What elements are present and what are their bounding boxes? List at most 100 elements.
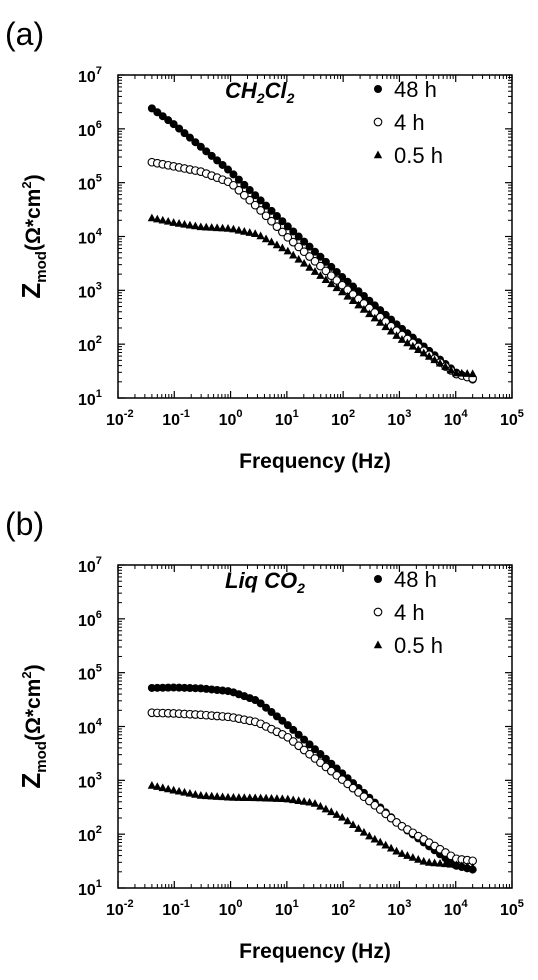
data-point bbox=[169, 120, 178, 129]
data-point bbox=[256, 206, 265, 215]
data-point bbox=[153, 214, 162, 223]
data-point bbox=[147, 213, 157, 222]
data-point bbox=[343, 291, 352, 300]
data-point bbox=[256, 793, 265, 802]
data-point bbox=[262, 201, 271, 210]
x-tick-base: 10 bbox=[500, 412, 518, 429]
data-point bbox=[163, 216, 173, 225]
x-tick-base: 10 bbox=[162, 902, 180, 919]
data-point bbox=[376, 318, 385, 326]
data-point bbox=[463, 862, 472, 870]
x-tick-base: 10 bbox=[444, 412, 462, 429]
x-tick-label: 101 bbox=[275, 408, 299, 429]
x-tick-label: 10-2 bbox=[106, 408, 134, 429]
data-point bbox=[202, 147, 211, 156]
data-point bbox=[452, 368, 461, 377]
data-point bbox=[212, 792, 222, 800]
y-tick-exponent: 2 bbox=[96, 824, 102, 836]
y-tick-label: 105 bbox=[78, 173, 102, 194]
data-point bbox=[397, 335, 407, 343]
x-tick-label: 105 bbox=[500, 898, 524, 919]
chart-svg-b: (b)10-2 10-1 100 101 102 103 104 10510110210310… bbox=[5, 506, 524, 963]
x-tick-base: 10 bbox=[500, 902, 518, 919]
x-tick-label: 10-1 bbox=[162, 898, 190, 919]
data-point bbox=[305, 252, 314, 261]
data-point bbox=[218, 160, 227, 169]
x-tick-exponent: 3 bbox=[405, 898, 411, 910]
data-point bbox=[207, 223, 216, 231]
data-point bbox=[446, 859, 456, 868]
data-point bbox=[305, 263, 314, 271]
x-tick-exponent: 0 bbox=[236, 898, 242, 910]
y-axis-title: Zmod(Ω*cm2) bbox=[16, 174, 50, 298]
x-tick-base: 10 bbox=[444, 902, 462, 919]
x-tick-base: 10 bbox=[387, 412, 405, 429]
plot-frame bbox=[117, 564, 513, 889]
data-point bbox=[414, 345, 423, 353]
data-point bbox=[321, 275, 331, 284]
data-point bbox=[310, 799, 320, 807]
data-point bbox=[147, 781, 157, 789]
legend-label: 4 h bbox=[394, 600, 425, 625]
data-point bbox=[174, 219, 184, 227]
y-tick-base: 10 bbox=[78, 284, 96, 301]
legend-marker bbox=[374, 575, 382, 583]
data-point bbox=[435, 858, 445, 867]
panel-label: (a) bbox=[5, 16, 44, 52]
x-tick-exponent: 2 bbox=[349, 898, 355, 910]
data-point bbox=[272, 712, 281, 721]
y-tick-exponent: 6 bbox=[96, 609, 102, 621]
x-tick-base: 10 bbox=[331, 902, 349, 919]
data-point bbox=[310, 267, 320, 275]
data-point bbox=[207, 151, 216, 160]
y-tick-exponent: 5 bbox=[96, 663, 102, 675]
data-point bbox=[408, 853, 418, 861]
data-point bbox=[283, 721, 292, 730]
x-tick-base: 10 bbox=[275, 902, 293, 919]
data-point bbox=[278, 794, 287, 803]
data-point bbox=[175, 124, 184, 133]
y-tick-label: 101 bbox=[78, 388, 102, 409]
data-point bbox=[256, 196, 265, 205]
legend-marker bbox=[373, 607, 383, 617]
data-point bbox=[294, 242, 304, 252]
y-axis-title-sub: mod bbox=[33, 741, 50, 773]
x-tick-exponent: 3 bbox=[405, 408, 411, 420]
data-point bbox=[386, 843, 396, 852]
y-axis-title-unit: (Ω*cm bbox=[22, 189, 45, 251]
data-point bbox=[457, 861, 466, 869]
legend-marker bbox=[373, 150, 383, 159]
data-point bbox=[327, 279, 336, 288]
x-axis-title: Frequency (Hz) bbox=[239, 940, 391, 963]
y-tick-label: 102 bbox=[78, 824, 102, 845]
data-point bbox=[299, 258, 309, 267]
x-tick-label: 100 bbox=[219, 898, 243, 919]
data-point bbox=[196, 222, 206, 231]
data-point bbox=[212, 223, 222, 232]
data-point bbox=[256, 231, 265, 240]
data-point bbox=[283, 246, 293, 255]
data-point bbox=[191, 790, 200, 798]
y-tick-exponent: 3 bbox=[96, 770, 102, 782]
x-tick-base: 10 bbox=[219, 902, 237, 919]
data-point bbox=[267, 793, 276, 802]
data-point bbox=[332, 283, 341, 292]
x-tick-base: 10 bbox=[106, 902, 124, 919]
y-tick-label: 101 bbox=[78, 878, 102, 899]
y-tick-label: 103 bbox=[78, 280, 102, 301]
y-tick-exponent: 7 bbox=[96, 65, 102, 77]
data-point bbox=[300, 237, 309, 246]
data-point bbox=[202, 791, 211, 800]
data-point bbox=[224, 165, 233, 174]
legend-label: 0.5 h bbox=[394, 143, 443, 168]
legend-marker bbox=[373, 640, 383, 649]
x-tick-base: 10 bbox=[275, 412, 293, 429]
data-point bbox=[158, 215, 167, 224]
x-tick-exponent: 4 bbox=[462, 898, 469, 910]
data-point bbox=[348, 820, 358, 829]
data-point bbox=[294, 254, 303, 263]
x-tick-base: 10 bbox=[219, 412, 237, 429]
data-point bbox=[419, 348, 428, 357]
y-tick-label: 106 bbox=[78, 119, 102, 140]
x-tick-base: 10 bbox=[387, 902, 405, 919]
